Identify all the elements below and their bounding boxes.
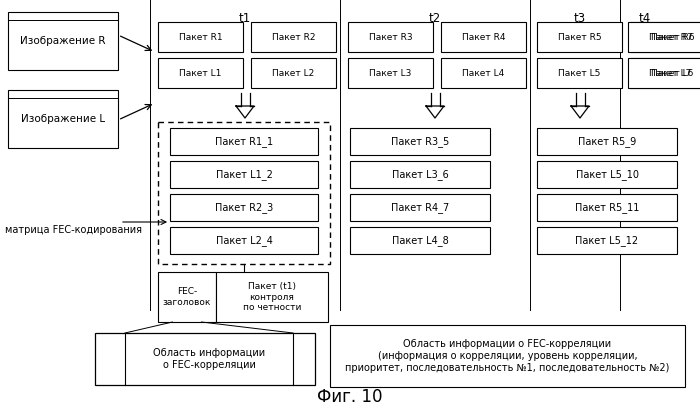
Text: t2: t2 xyxy=(429,12,441,25)
Bar xyxy=(350,128,490,155)
Text: Пакет R1: Пакет R1 xyxy=(178,32,223,42)
Text: Пакет R7: Пакет R7 xyxy=(649,32,692,42)
Text: Пакет R3: Пакет R3 xyxy=(369,32,412,42)
Text: Пакет R2: Пакет R2 xyxy=(272,32,315,42)
Bar xyxy=(158,22,243,52)
Bar xyxy=(350,194,490,221)
Text: Область информации о FEC-корреляции
(информация о корреляции, уровень корреляции: Область информации о FEC-корреляции (инф… xyxy=(345,339,670,373)
Text: Пакет R2_3: Пакет R2_3 xyxy=(215,202,273,213)
Bar xyxy=(348,22,433,52)
Bar xyxy=(537,58,622,88)
Bar xyxy=(350,161,490,188)
Bar xyxy=(537,227,677,254)
Text: Пакет R6: Пакет R6 xyxy=(651,32,694,42)
Bar xyxy=(537,194,677,221)
Bar xyxy=(628,58,700,88)
Bar xyxy=(170,194,318,221)
Text: Фиг. 10: Фиг. 10 xyxy=(317,388,383,406)
Text: Пакет L1: Пакет L1 xyxy=(179,68,222,78)
Bar xyxy=(251,22,336,52)
Bar xyxy=(441,58,526,88)
Bar xyxy=(158,122,330,264)
Bar xyxy=(216,272,328,322)
Text: t4: t4 xyxy=(639,12,651,25)
Bar xyxy=(170,161,318,188)
Bar xyxy=(537,22,622,52)
Text: Пакет R5: Пакет R5 xyxy=(558,32,601,42)
Text: Пакет L4: Пакет L4 xyxy=(463,68,505,78)
Text: t1: t1 xyxy=(239,12,251,25)
Text: Пакет L3_6: Пакет L3_6 xyxy=(391,169,449,180)
Text: Пакет L7: Пакет L7 xyxy=(650,68,692,78)
Text: Пакет R1_1: Пакет R1_1 xyxy=(215,136,273,147)
Bar xyxy=(630,58,700,88)
Text: Пакет (t1)
контроля
по четности: Пакет (t1) контроля по четности xyxy=(243,282,301,312)
Polygon shape xyxy=(426,106,444,118)
Text: Пакет L5: Пакет L5 xyxy=(559,68,601,78)
Text: Пакет L2: Пакет L2 xyxy=(272,68,314,78)
Bar xyxy=(441,22,526,52)
Text: Пакет R5_9: Пакет R5_9 xyxy=(578,136,636,147)
Bar xyxy=(537,128,677,155)
Bar xyxy=(170,128,318,155)
Text: Пакет L6: Пакет L6 xyxy=(651,68,694,78)
Bar xyxy=(251,58,336,88)
Text: Пакет L5_10: Пакет L5_10 xyxy=(575,169,638,180)
Text: Пакет L2_4: Пакет L2_4 xyxy=(216,235,272,246)
Bar xyxy=(348,58,433,88)
Text: FEC-
заголовок: FEC- заголовок xyxy=(163,287,211,307)
Bar xyxy=(95,333,315,385)
Polygon shape xyxy=(236,106,254,118)
Text: Пакет R4_7: Пакет R4_7 xyxy=(391,202,449,213)
Text: Изображение R: Изображение R xyxy=(20,36,106,46)
Text: Пакет L1_2: Пакет L1_2 xyxy=(216,169,272,180)
Text: Пакет L3: Пакет L3 xyxy=(370,68,412,78)
Polygon shape xyxy=(571,106,589,118)
Text: t3: t3 xyxy=(574,12,586,25)
Bar xyxy=(630,22,700,52)
Text: Пакет R4: Пакет R4 xyxy=(462,32,505,42)
Text: матрица FEC-кодирования: матрица FEC-кодирования xyxy=(5,225,142,235)
Bar xyxy=(8,12,118,70)
Text: Пакет L4_8: Пакет L4_8 xyxy=(391,235,449,246)
Bar xyxy=(537,161,677,188)
Bar xyxy=(8,90,118,148)
Bar xyxy=(330,325,685,387)
Text: Область информации
о FEC-корреляции: Область информации о FEC-корреляции xyxy=(153,348,265,370)
Bar xyxy=(158,58,243,88)
Bar xyxy=(170,227,318,254)
Text: Пакет R3_5: Пакет R3_5 xyxy=(391,136,449,147)
Text: Пакет R5_11: Пакет R5_11 xyxy=(575,202,639,213)
Text: Изображение L: Изображение L xyxy=(21,114,105,124)
Bar xyxy=(158,272,216,322)
Bar xyxy=(628,22,700,52)
Bar xyxy=(350,227,490,254)
Text: Пакет L5_12: Пакет L5_12 xyxy=(575,235,638,246)
